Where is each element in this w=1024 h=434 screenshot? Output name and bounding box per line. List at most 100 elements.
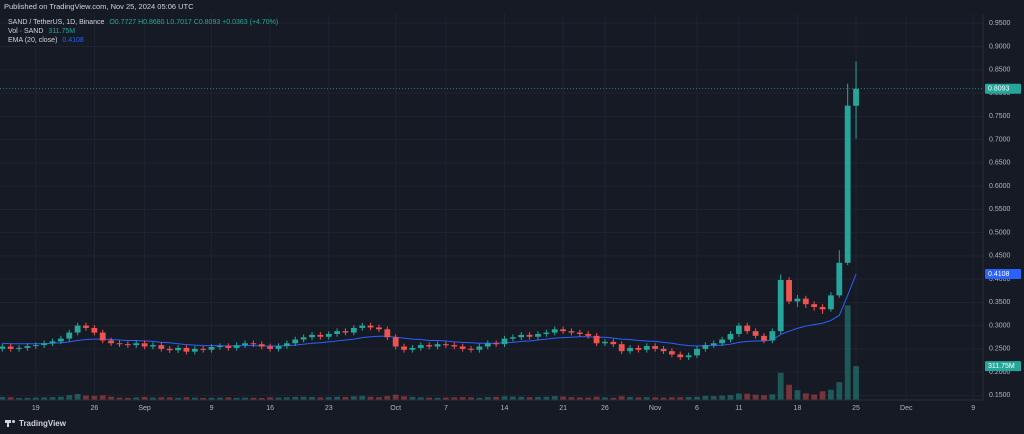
candle-body [57, 338, 64, 342]
y-tick-label: 0.4500 [989, 253, 1011, 260]
volume-bar [819, 391, 826, 400]
candle-body [476, 346, 483, 350]
candle-body [786, 280, 792, 302]
x-tick-label: 26 [601, 405, 609, 412]
candle-body [7, 346, 14, 349]
volume-bar [32, 397, 39, 400]
candle-body [535, 333, 541, 337]
x-tick-label: 6 [695, 405, 699, 412]
candle-body [24, 346, 31, 348]
candle-body [317, 334, 324, 337]
brand-logo: TradingView [5, 419, 67, 428]
volume-bar [576, 397, 583, 400]
candle-body [551, 329, 558, 333]
volume-bar [367, 396, 374, 400]
volume-bar [794, 390, 801, 400]
volume-bar [350, 396, 357, 400]
volume-bar [417, 397, 424, 400]
volume-bar [150, 397, 156, 400]
ema-label: 0.4108 [988, 271, 1010, 278]
candle-body [828, 295, 834, 310]
volume-bar [769, 394, 776, 400]
candle-body [150, 345, 156, 347]
candle-body [635, 347, 642, 350]
volume-bar [392, 394, 399, 400]
volume-bar [233, 397, 240, 400]
y-tick-label: 0.6500 [989, 160, 1011, 167]
candle-body [49, 341, 56, 344]
volume-label-box [985, 361, 1021, 372]
logo-shape [7, 420, 9, 427]
candle-body [451, 345, 458, 347]
candle-body [669, 351, 675, 355]
volume-bar [325, 397, 332, 400]
volume-bar [836, 382, 843, 400]
candle-body [752, 331, 759, 336]
y-tick-label: 0.2500 [989, 346, 1011, 353]
candle-body [225, 346, 232, 348]
candle-body [208, 346, 215, 350]
volume-bar [41, 397, 48, 400]
volume-bar [677, 397, 684, 400]
ema-label-box [985, 269, 1021, 280]
candle-body [836, 262, 843, 296]
candle-body [468, 348, 474, 350]
candle-body [794, 298, 801, 302]
volume-bar [225, 397, 232, 400]
y-tick-label: 0.9000 [989, 43, 1011, 50]
volume-bar [484, 397, 491, 400]
candle-body [518, 334, 525, 338]
candle-body [735, 325, 742, 334]
volume-bar [16, 398, 22, 400]
candle-body [643, 346, 650, 350]
volume-bar [610, 397, 617, 400]
volume-bar [175, 397, 181, 400]
candle-body [660, 348, 667, 352]
volume-bar [74, 394, 81, 400]
volume-bar [342, 396, 349, 400]
candle-body [242, 343, 248, 346]
volume-bar [802, 393, 809, 400]
volume-bar [57, 396, 64, 400]
volume-bar [468, 397, 474, 400]
candle-body [710, 343, 717, 346]
candle-body [91, 327, 98, 333]
volume-bar [183, 397, 190, 400]
volume-bar [283, 397, 290, 400]
volume-bar [735, 393, 742, 400]
candle-body [292, 339, 299, 344]
volume-bar [752, 394, 759, 400]
volume-bar [49, 397, 56, 400]
volume-bar [535, 396, 541, 400]
volume-bar [719, 395, 726, 400]
volume-bar [384, 396, 391, 400]
y-tick-label: 0.5000 [989, 229, 1011, 236]
volume-bar [133, 397, 140, 400]
volume-bar [459, 397, 466, 400]
volume-bar [359, 395, 366, 400]
candle-body [334, 331, 340, 334]
volume-bar [652, 397, 659, 400]
volume-bar [501, 396, 508, 400]
legend-ema: EMA (20, close) [8, 37, 57, 44]
candle-body [99, 332, 106, 341]
volume-bar [376, 397, 382, 400]
brand-name: TradingView [19, 419, 67, 428]
candle-body [233, 345, 240, 348]
x-tick-label: 7 [444, 405, 448, 412]
volume-bar [627, 396, 633, 400]
volume-bar [702, 395, 709, 400]
candle-body [844, 105, 851, 263]
candle-body [108, 340, 115, 344]
candle-body [74, 325, 81, 333]
candle-body [501, 338, 508, 345]
candle-body [593, 335, 600, 344]
candle-body [434, 344, 441, 347]
candle-body [543, 332, 550, 334]
candle-body [283, 343, 290, 347]
candle-body [509, 337, 516, 339]
candle-body [443, 344, 449, 346]
volume-bar [309, 396, 315, 400]
